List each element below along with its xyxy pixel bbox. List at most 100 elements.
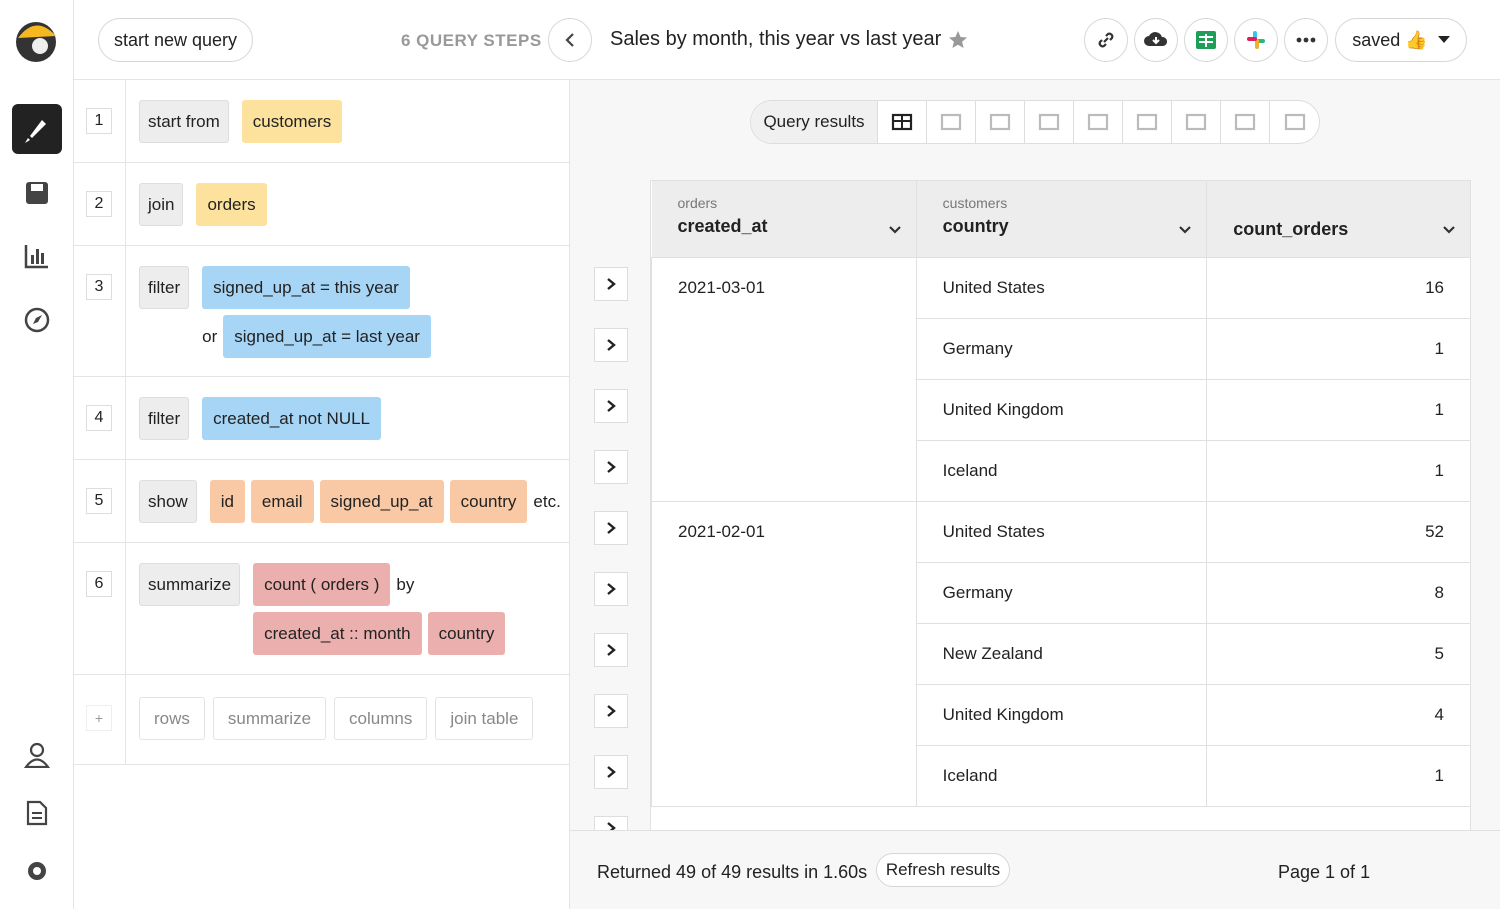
- token[interactable]: country: [427, 612, 506, 655]
- token[interactable]: created_at :: month: [253, 612, 422, 655]
- token[interactable]: email: [250, 480, 314, 523]
- nav-saved[interactable]: [24, 180, 50, 206]
- view-icon[interactable]: [878, 101, 927, 143]
- country-cell: United States: [915, 500, 1208, 563]
- suffix: etc.: [533, 491, 561, 511]
- sort-chevron[interactable]: [1178, 225, 1192, 235]
- column-header[interactable]: count_orders: [1206, 181, 1470, 257]
- count-cell: 1: [1206, 439, 1470, 502]
- expand-row-button[interactable]: [594, 694, 628, 728]
- saved-dropdown[interactable]: saved 👍: [1335, 18, 1467, 62]
- sheets-button[interactable]: [1184, 18, 1228, 62]
- step-lines: orders: [196, 183, 267, 245]
- sort-chevron[interactable]: [1442, 225, 1456, 235]
- view-icon[interactable]: [1123, 101, 1172, 143]
- sort-chevron[interactable]: [888, 225, 902, 235]
- view-icon[interactable]: [1221, 101, 1270, 143]
- token[interactable]: signed_up_at = this year: [202, 266, 410, 309]
- step-lines: id email signed_up_at country etc.: [209, 480, 561, 542]
- view-icon[interactable]: [976, 101, 1025, 143]
- step-body: filter created_at not NULL: [126, 377, 382, 459]
- step-body: start from customers: [126, 80, 343, 162]
- query-title: Sales by month, this year vs last year: [610, 28, 942, 50]
- step-body: summarize count ( orders ) by created_at ::…: [126, 543, 506, 674]
- step-keyword[interactable]: show: [139, 480, 197, 523]
- view-icon[interactable]: [1270, 101, 1319, 143]
- expand-row-button[interactable]: [594, 328, 628, 362]
- add-button[interactable]: columns: [334, 697, 428, 740]
- step-body: show id email signed_up_at country etc.: [126, 460, 561, 542]
- more-button[interactable]: [1284, 18, 1328, 62]
- view-icon[interactable]: [927, 101, 976, 143]
- step-number: 3: [86, 274, 112, 300]
- step-keyword[interactable]: filter: [139, 266, 190, 309]
- add-button[interactable]: join table: [435, 697, 534, 740]
- nav-explore[interactable]: [24, 307, 50, 333]
- step-body: join orders: [126, 163, 267, 245]
- token[interactable]: signed_up_at = last year: [223, 315, 431, 358]
- expand-row-button[interactable]: [594, 267, 628, 301]
- expand-row-button[interactable]: [594, 572, 628, 606]
- step-line: orders: [196, 183, 267, 226]
- country-cell: New Zealand: [915, 622, 1208, 685]
- column-header[interactable]: customers country: [916, 181, 1208, 257]
- header: start new query 6 QUERY STEPS Sales by m…: [74, 0, 1500, 80]
- nav-charts[interactable]: [24, 243, 50, 269]
- add-buttons: rows summarize columns join table: [126, 675, 534, 764]
- add-button[interactable]: summarize: [212, 697, 327, 740]
- data-row: United Kingdom 4: [652, 683, 1470, 746]
- column-header[interactable]: orders created_at: [651, 181, 917, 257]
- step-body: filter signed_up_at = this year or signed_u…: [126, 246, 431, 376]
- link-button[interactable]: [1084, 18, 1128, 62]
- add-button[interactable]: rows: [139, 697, 205, 740]
- step-line: or signed_up_at = last year: [202, 315, 431, 358]
- data-row: New Zealand 5: [652, 622, 1470, 685]
- step-keyword[interactable]: filter: [139, 397, 190, 440]
- token[interactable]: orders: [196, 183, 267, 226]
- nav-query[interactable]: [12, 104, 62, 154]
- star-icon[interactable]: [948, 30, 968, 50]
- expand-row-button[interactable]: [594, 511, 628, 545]
- token[interactable]: country: [449, 480, 528, 523]
- expand-row-button[interactable]: [594, 633, 628, 667]
- step-number-cell: 2: [74, 163, 126, 245]
- steps-count: 6 QUERY STEPS: [401, 31, 542, 50]
- nav-account[interactable]: [24, 742, 50, 768]
- collapse-button[interactable]: [548, 18, 592, 62]
- slack-button[interactable]: [1234, 18, 1278, 62]
- add-plus[interactable]: +: [86, 705, 112, 731]
- step-lines: signed_up_at = this year or signed_up_at =…: [202, 266, 431, 376]
- step-keyword[interactable]: join: [139, 183, 184, 226]
- download-button[interactable]: [1134, 18, 1178, 62]
- step-line: created_at not NULL: [202, 397, 382, 440]
- view-icon[interactable]: [1025, 101, 1074, 143]
- expand-row-button[interactable]: [594, 389, 628, 423]
- token[interactable]: signed_up_at: [319, 480, 444, 523]
- nav-docs[interactable]: [26, 800, 48, 826]
- new-query-button[interactable]: start new query: [98, 18, 253, 62]
- query-panel: [74, 0, 570, 909]
- step-keyword[interactable]: start from: [139, 100, 229, 143]
- step-line: id email signed_up_at country etc.: [209, 480, 561, 523]
- count-cell: 4: [1206, 683, 1470, 746]
- sidebar: [0, 0, 74, 909]
- query-step: 4 filter created_at not NULL: [74, 377, 570, 460]
- token[interactable]: created_at not NULL: [202, 397, 382, 440]
- token[interactable]: customers: [241, 100, 343, 143]
- expand-row-button[interactable]: [594, 755, 628, 789]
- view-icon[interactable]: [1172, 101, 1221, 143]
- data-row: Germany 1: [652, 317, 1470, 380]
- token[interactable]: id: [209, 480, 245, 523]
- view-icon[interactable]: [1074, 101, 1123, 143]
- refresh-button[interactable]: Refresh results: [876, 853, 1010, 887]
- step-line: signed_up_at = this year: [202, 266, 431, 309]
- country-cell: Iceland: [915, 744, 1208, 807]
- data-row: 2021-02-01 United States 52: [651, 500, 1470, 807]
- step-keyword[interactable]: summarize: [139, 563, 241, 606]
- view-results[interactable]: Query results: [751, 101, 878, 143]
- logo: [16, 22, 56, 62]
- nav-settings[interactable]: [24, 858, 50, 884]
- expand-row-button[interactable]: [594, 450, 628, 484]
- token[interactable]: count ( orders ): [253, 563, 391, 606]
